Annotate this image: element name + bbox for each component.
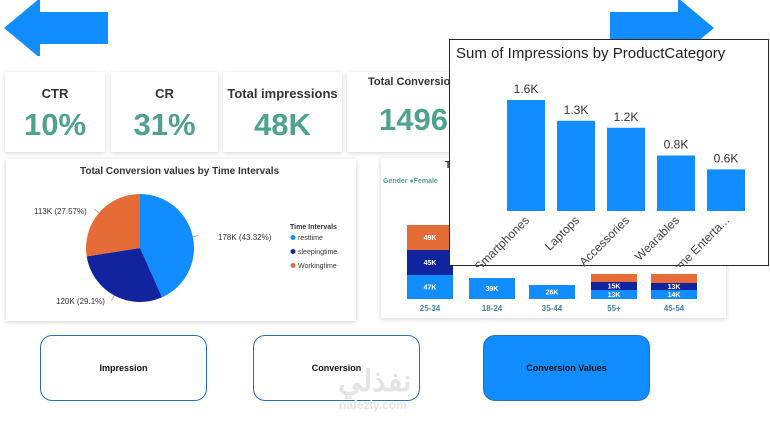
stacked-bar-segment[interactable]: [651, 290, 697, 299]
bar-laptops[interactable]: [557, 120, 595, 211]
pie-legend-item: Workingtime: [298, 263, 337, 270]
legend-dot-icon: ●: [409, 178, 414, 185]
pie-slice-resttime[interactable]: [140, 194, 194, 298]
bar-category-label: Accessories: [576, 213, 632, 267]
kpi-value: 31%: [133, 107, 196, 142]
stacked-chart-title-fragment: T: [445, 160, 451, 171]
stacked-bar-segment[interactable]: [469, 278, 515, 299]
impressions-bar-chart-overlay: Sum of Impressions by ProductCategory 1.…: [449, 39, 769, 267]
pie-data-label: 178K (43.32%): [218, 233, 272, 242]
stacked-bar-segment[interactable]: [591, 274, 637, 282]
pie-leader-line: [94, 208, 100, 214]
legend-dot-icon: [290, 249, 296, 254]
bar-category-label: Wearables: [632, 213, 682, 263]
stacked-bar-segment[interactable]: [591, 282, 637, 290]
stacked-data-label: 47K: [424, 285, 437, 292]
stacked-bar-segment[interactable]: [651, 283, 697, 290]
bar-accessories[interactable]: [607, 127, 645, 211]
stacked-data-label: 39K: [486, 286, 499, 293]
arrow-left-icon: [4, 0, 108, 56]
bar-chart-title: Sum of Impressions by ProductCategory: [456, 45, 726, 62]
bar-category-label: Smartphones: [472, 213, 532, 267]
bar-wearables[interactable]: [657, 155, 695, 212]
legend-dot-icon: [290, 263, 296, 268]
stacked-category-label: 35-44: [542, 304, 563, 313]
stacked-bar-segment[interactable]: [407, 225, 453, 250]
bar-value-label: 1.6K: [514, 82, 539, 96]
conversion-values-button[interactable]: Conversion Values: [483, 335, 650, 401]
stacked-data-label: 13K: [608, 292, 621, 299]
kpi-card-ctr: CTR 10%: [5, 72, 105, 152]
kpi-card-total-conversion: Total Conversion 1496: [347, 72, 459, 152]
pie-slice-Workingtime[interactable]: [86, 194, 140, 257]
kpi-card-total-impressions: Total impressions 48K: [223, 72, 342, 152]
stacked-data-label: 13K: [668, 284, 681, 291]
bar-value-label: 1.3K: [564, 103, 589, 117]
kpi-label: CR: [155, 86, 174, 101]
pie-legend-item: sleepingtime: [298, 249, 337, 256]
pie-legend-item: resttime: [298, 235, 323, 242]
kpi-value: 1496: [379, 102, 448, 137]
bar-value-label: 0.8K: [664, 138, 689, 152]
pie-chart-title: Total Conversion values by Time Interval…: [80, 166, 280, 177]
pie-chart: 178K (43.32%) 120K (29.1%) 113K (27.57%) Ti…: [34, 194, 337, 306]
stacked-bar-segment[interactable]: [407, 275, 453, 299]
pie-data-label: 113K (27.57%): [34, 207, 87, 216]
kpi-label: Total impressions: [227, 86, 338, 101]
legend-dot-icon: [290, 235, 296, 240]
stacked-legend-label: Gender: [383, 178, 408, 185]
watermark-arabic: نفذلي: [338, 365, 412, 398]
stacked-data-label: 49K: [424, 235, 437, 242]
stacked-bar-segment[interactable]: [591, 290, 637, 299]
pie-leader-line: [111, 295, 115, 301]
stacked-bar-segment[interactable]: [651, 274, 697, 283]
pie-slice-sleepingtime[interactable]: [86, 248, 163, 302]
stacked-data-label: 26K: [546, 290, 559, 297]
kpi-label: CTR: [41, 86, 69, 101]
stacked-data-label: 14K: [668, 292, 681, 299]
kpi-card-cr: CR 31%: [111, 72, 218, 152]
conversion-button[interactable]: Conversion: [253, 335, 420, 401]
kpi-value: 10%: [23, 107, 87, 142]
stacked-category-label: 25-34: [420, 304, 441, 313]
kpi-label: Total Conversion: [368, 76, 458, 88]
stacked-category-label: 18-24: [482, 304, 503, 313]
bar-chart: 1.6K Smartphones 1.3K Laptops 1.2K Accessorie…: [472, 82, 745, 267]
bar-value-label: 1.2K: [614, 110, 639, 124]
bar-home-enterta[interactable]: [707, 169, 745, 211]
stacked-category-label: 55+: [607, 304, 621, 313]
stacked-legend: Gender ●Female: [383, 178, 438, 185]
stacked-data-label: 45K: [424, 260, 437, 267]
stacked-bar-segment[interactable]: [407, 250, 453, 275]
impression-button[interactable]: Impression: [40, 335, 207, 401]
back-arrow-button[interactable]: [4, 0, 108, 56]
bar-smartphones[interactable]: [507, 100, 545, 211]
stacked-data-label: 15K: [608, 284, 621, 291]
bar-value-label: 0.6K: [714, 151, 739, 165]
stacked-bar-segment[interactable]: [529, 285, 575, 299]
pie-data-label: 120K (29.1%): [56, 297, 105, 306]
kpi-value: 48K: [254, 107, 311, 142]
stacked-legend-item: Female: [413, 178, 438, 185]
bar-category-label: Laptops: [542, 213, 582, 253]
pie-legend-title: Time Intervals: [290, 224, 337, 231]
pie-leader-line: [192, 235, 199, 238]
stacked-category-label: 45-54: [664, 304, 685, 313]
pie-chart-card: Total Conversion values by Time Interval…: [6, 159, 356, 321]
stacked-bar-chart: 47K45K49K25-3439K18-2426K35-4413K15K55+1…: [407, 225, 697, 313]
watermark-latin: nafezly.com: [339, 398, 407, 412]
